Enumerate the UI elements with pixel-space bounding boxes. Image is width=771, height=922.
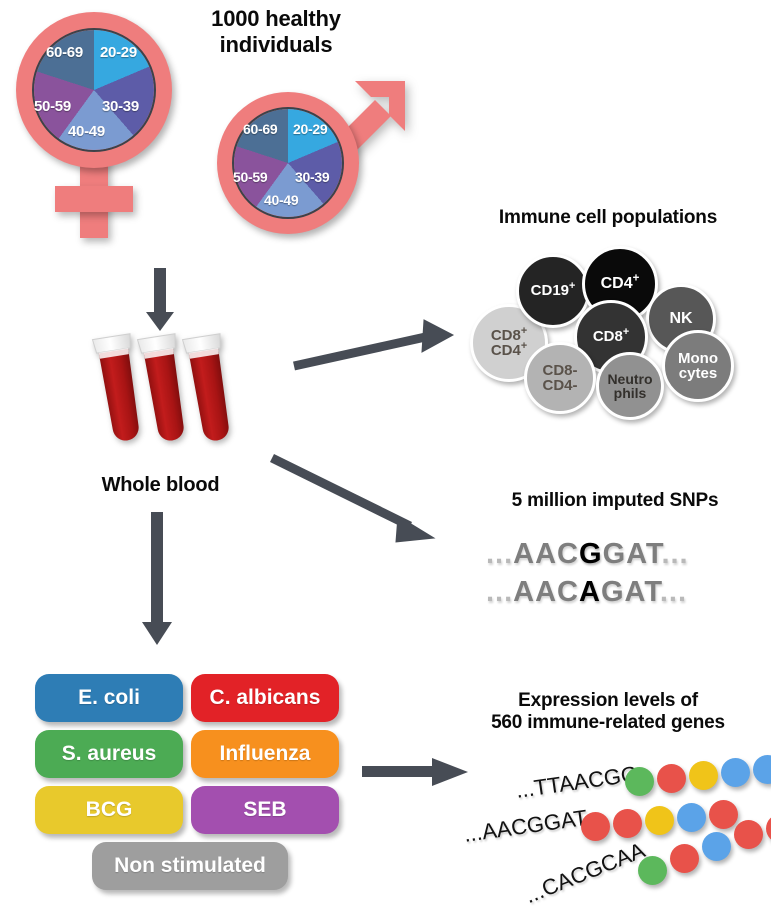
- expression-title-line2: 560 immune-related genes: [491, 712, 725, 734]
- snp-left: AAC: [513, 538, 580, 570]
- male-symbol: 20-29 30-39 40-49 50-59 60-69: [205, 60, 425, 260]
- gene-bead: [689, 761, 718, 790]
- gene-bead: [702, 832, 731, 861]
- immune-cell-label: CD8+ CD4+: [490, 324, 528, 359]
- blood-tube: [136, 333, 184, 441]
- expression-title: Expression levels of 560 immune-related …: [452, 690, 764, 735]
- male-pie-label-40-49: 40-49: [264, 192, 299, 208]
- gene-bead: [709, 800, 738, 829]
- immune-cell-neutrophils: Neutro phils: [596, 352, 664, 420]
- male-pie-label-20-29: 20-29: [293, 121, 328, 137]
- stimulation-label: S. aureus: [61, 742, 157, 765]
- stimulation-label: SEB: [243, 798, 287, 821]
- snp-variant: G: [579, 538, 603, 570]
- stimulation-panel: E. coli C. albicans S. aureus Influenza …: [32, 672, 352, 902]
- gene-sequence: ...CACGCAA: [521, 837, 649, 909]
- arrow-blood-to-snps: [268, 452, 443, 547]
- snp-row: ...AACAGAT...: [486, 576, 687, 609]
- snp-suffix: ...: [661, 538, 689, 570]
- male-age-pie-slices: [234, 109, 342, 217]
- female-pie-label-60-69: 60-69: [46, 44, 83, 61]
- snp-row: ...AACGGAT...: [486, 538, 689, 571]
- stimulation-pill-s-aureus[interactable]: S. aureus: [35, 730, 183, 778]
- snp-sequences: ...AACGGAT... ...AACAGAT...: [480, 530, 760, 620]
- immune-cell-cd19p: CD19+: [516, 254, 590, 328]
- gene-bead: [734, 820, 763, 849]
- snps-title: 5 million imputed SNPs: [511, 490, 719, 511]
- gene-bead: [670, 844, 699, 873]
- female-symbol-crossbar: [55, 186, 133, 212]
- cohort-title-line2: individuals: [219, 31, 333, 57]
- snp-right: GAT: [602, 538, 662, 570]
- stimulation-pill-non-stimulated[interactable]: Non stimulated: [92, 842, 288, 890]
- cohort-title: 1000 healthy individuals: [176, 6, 376, 58]
- snp-suffix: ...: [659, 576, 687, 608]
- expression-title-line1: Expression levels of: [518, 690, 698, 711]
- immune-cell-cluster: CD8+ CD4+ CD19+ CD4+ NK CD8+ CD8- CD4- Neu…: [466, 242, 766, 422]
- arrow-blood-to-stimulations: [137, 512, 177, 647]
- gene-bead: [638, 856, 667, 885]
- gene-sequence: ...TTAACGG: [514, 761, 640, 803]
- female-pie-label-20-29: 20-29: [100, 44, 137, 61]
- arrow-blood-to-immune: [290, 318, 460, 378]
- immune-cell-label: CD19+: [530, 280, 576, 300]
- gene-sequence: ...AACGGAT: [462, 804, 589, 847]
- gene-bead: [581, 812, 610, 841]
- gene-bead: [721, 758, 750, 787]
- immune-title: Immune cell populations: [498, 207, 718, 228]
- gene-bead: [753, 755, 771, 784]
- gene-bead: [657, 764, 686, 793]
- immune-cell-label: NK: [669, 309, 693, 327]
- immune-cell-label: Mono cytes: [678, 349, 718, 382]
- gene-bead: [677, 803, 706, 832]
- snp-prefix: ...: [486, 538, 514, 570]
- cohort-title-line1: 1000 healthy: [211, 6, 341, 31]
- immune-cell-label: CD4+: [600, 272, 640, 292]
- gene-bead: [766, 814, 771, 843]
- gene-bead: [625, 767, 654, 796]
- whole-blood-label: Whole blood: [101, 474, 220, 496]
- stimulation-label: C. albicans: [209, 686, 321, 709]
- stimulation-pill-seb[interactable]: SEB: [191, 786, 339, 834]
- male-pie-label-50-59: 50-59: [233, 169, 268, 185]
- snp-prefix: ...: [486, 576, 514, 608]
- gene-bead: [613, 809, 642, 838]
- immune-cell-cd8n-cd4n: CD8- CD4-: [524, 342, 596, 414]
- blood-tubes: [91, 332, 240, 452]
- female-age-pie-slices: [34, 30, 154, 150]
- gene-bead: [645, 806, 674, 835]
- immune-cell-label: CD8+: [592, 326, 630, 346]
- stimulation-label: BCG: [85, 798, 133, 821]
- stimulation-label: Influenza: [219, 742, 311, 765]
- female-symbol: 20-29 30-39 40-49 50-59 60-69: [8, 8, 193, 248]
- arrow-stimulations-to-expression: [362, 758, 472, 790]
- arrow-cohort-to-blood: [140, 268, 180, 332]
- stimulation-pill-c-albicans[interactable]: C. albicans: [191, 674, 339, 722]
- female-age-pie: [32, 28, 156, 152]
- snp-variant: A: [579, 576, 601, 608]
- male-pie-label-30-39: 30-39: [295, 169, 330, 185]
- stimulation-pill-influenza[interactable]: Influenza: [191, 730, 339, 778]
- stimulation-label: Non stimulated: [114, 854, 266, 877]
- gene-strands: ...TTAACGG ...AACGGAT ...CACGCAA: [440, 744, 771, 919]
- stimulation-pill-e-coli[interactable]: E. coli: [35, 674, 183, 722]
- snp-right: GAT: [600, 576, 660, 608]
- blood-tube: [91, 333, 139, 441]
- female-pie-label-50-59: 50-59: [34, 98, 71, 115]
- stimulation-label: E. coli: [78, 686, 140, 709]
- immune-cell-label: CD8- CD4-: [542, 361, 578, 394]
- immune-cell-monocytes: Mono cytes: [662, 330, 734, 402]
- male-pie-label-60-69: 60-69: [243, 121, 278, 137]
- male-age-pie: [232, 107, 344, 219]
- snp-left: AAC: [513, 576, 580, 608]
- immune-cell-label: Neutro phils: [607, 370, 653, 401]
- female-pie-label-40-49: 40-49: [68, 123, 105, 140]
- female-pie-label-30-39: 30-39: [102, 98, 139, 115]
- blood-tube: [181, 333, 229, 441]
- stimulation-pill-bcg[interactable]: BCG: [35, 786, 183, 834]
